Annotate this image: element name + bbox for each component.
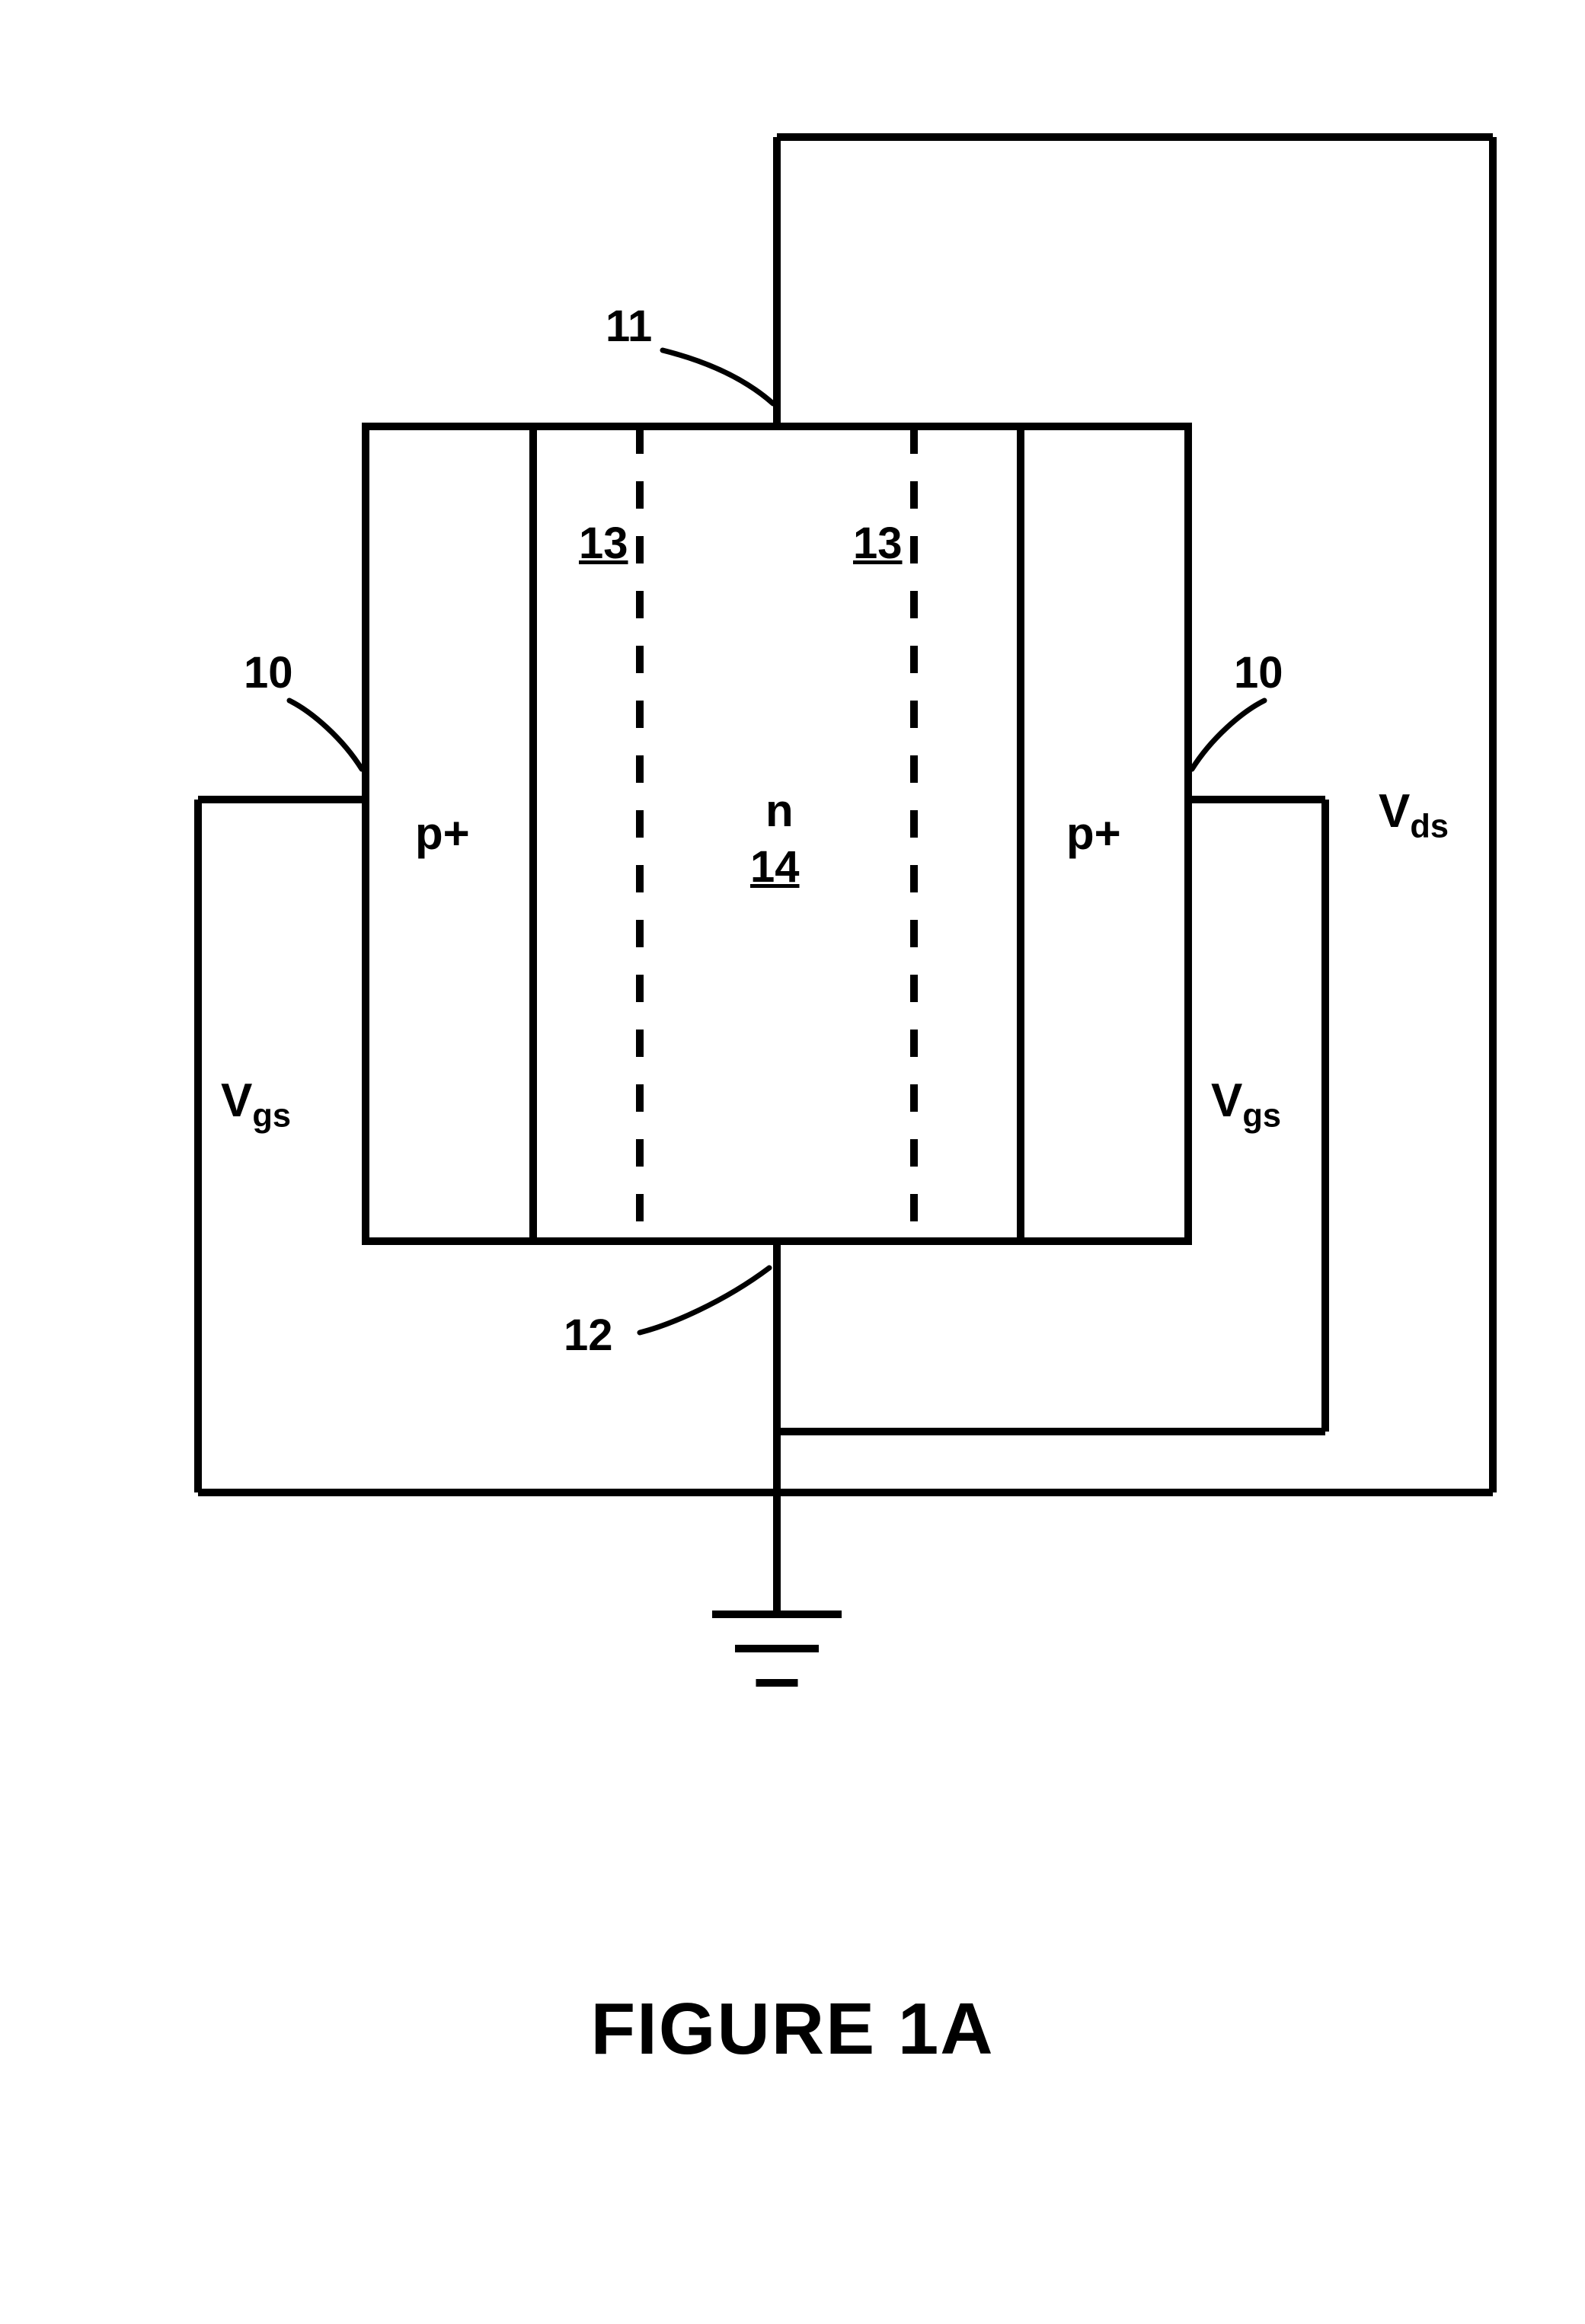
ref-11-drain: 11	[606, 301, 652, 352]
label-vgs-left: Vgs	[221, 1074, 291, 1135]
figure-caption: FIGURE 1A	[0, 1987, 1585, 2071]
diagram-canvas: p+ p+ n 14 13 13 10 10 11 12 Vds Vgs Vgs…	[0, 0, 1585, 2324]
depletion-ref-13-left: 13	[579, 518, 628, 569]
region-label-n: n	[765, 784, 794, 837]
ref-10-right: 10	[1234, 647, 1283, 698]
label-vds: Vds	[1379, 784, 1449, 845]
ref-10-left: 10	[244, 647, 293, 698]
ref-12-source: 12	[564, 1310, 613, 1361]
region-ref-14: 14	[750, 841, 800, 892]
region-label-p-plus-right: p+	[1066, 807, 1121, 860]
region-label-p-plus-left: p+	[415, 807, 470, 860]
label-vgs-right: Vgs	[1211, 1074, 1281, 1135]
depletion-ref-13-right: 13	[853, 518, 903, 569]
schematic-svg	[0, 0, 1585, 2324]
